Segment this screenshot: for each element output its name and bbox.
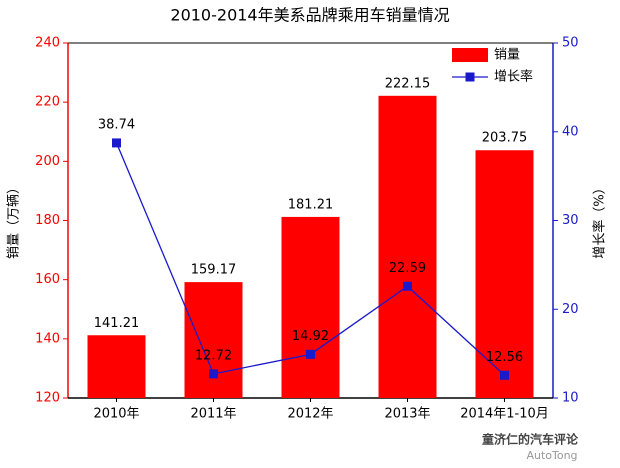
y2-tick-label: 50: [562, 36, 579, 51]
bar: [87, 335, 146, 398]
x-tick-label: 2012年: [287, 407, 333, 422]
legend-marker: [465, 72, 475, 82]
point-value-label: 38.74: [98, 117, 135, 132]
marker: [403, 281, 412, 291]
chart-title: 2010-2014年美系品牌乘用车销量情况: [170, 6, 449, 25]
y-axis-label: 销量（万辆）: [7, 181, 22, 259]
y2-tick-label: 20: [562, 302, 579, 317]
marker: [209, 369, 218, 379]
bar-value-label: 222.15: [385, 76, 431, 91]
x-tick-label: 2010年: [93, 407, 139, 422]
legend-label: 增长率: [494, 69, 533, 85]
bar-value-label: 181.21: [288, 197, 334, 212]
bar-value-label: 159.17: [191, 263, 237, 278]
bar: [281, 216, 340, 398]
watermark: 童济仁的汽车评论: [482, 432, 579, 447]
y-tick-label: 220: [35, 95, 60, 110]
y-tick-label: 240: [35, 36, 60, 51]
marker: [112, 138, 121, 148]
x-tick-label: 2011年: [190, 407, 236, 422]
bar-value-label: 141.21: [94, 316, 140, 331]
point-value-label: 22.59: [389, 261, 426, 276]
point-value-label: 12.72: [195, 348, 232, 363]
bar-value-label: 203.75: [482, 131, 528, 146]
x-tick-label: 2013年: [384, 407, 430, 422]
bar: [378, 95, 437, 399]
x-tick-label: 2014年1-10月: [460, 407, 549, 422]
legend-label: 销量: [494, 48, 520, 63]
y-tick-label: 120: [35, 391, 60, 406]
y-tick-label: 180: [35, 213, 60, 228]
y-tick-label: 140: [35, 331, 60, 346]
point-value-label: 12.56: [486, 350, 523, 365]
marker: [306, 349, 315, 359]
y-tick-label: 160: [35, 272, 60, 287]
marker: [500, 370, 509, 380]
point-value-label: 14.92: [292, 329, 329, 344]
y2-tick-label: 30: [562, 213, 579, 228]
y2-tick-label: 10: [562, 391, 579, 406]
bar: [184, 282, 243, 398]
legend-swatch: [452, 48, 488, 62]
watermark: AutoTong: [526, 449, 577, 462]
y-tick-label: 200: [35, 154, 60, 169]
y2-tick-label: 40: [562, 124, 579, 139]
y2-axis-label: 增长率（%）: [592, 181, 608, 258]
